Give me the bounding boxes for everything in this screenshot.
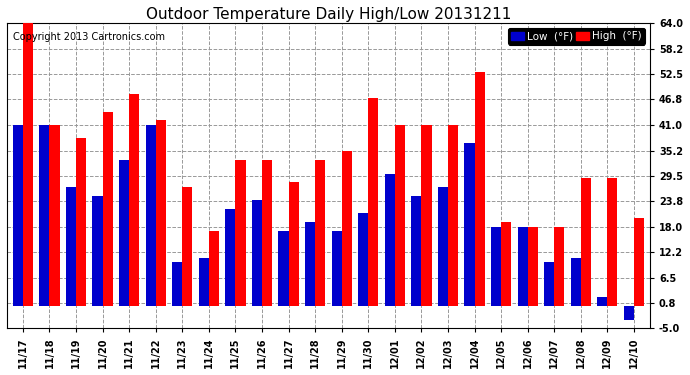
Bar <box>464 142 475 306</box>
Bar <box>501 222 511 306</box>
Bar <box>528 226 538 306</box>
Bar <box>262 160 272 306</box>
Bar <box>315 160 325 306</box>
Bar <box>607 178 618 306</box>
Bar <box>634 218 644 306</box>
Bar <box>368 98 378 306</box>
Title: Outdoor Temperature Daily High/Low 20131211: Outdoor Temperature Daily High/Low 20131… <box>146 7 511 22</box>
Bar <box>438 187 448 306</box>
Bar <box>475 72 484 306</box>
Bar <box>235 160 246 306</box>
Bar <box>554 226 564 306</box>
Bar <box>571 258 581 306</box>
Bar <box>226 209 235 306</box>
Bar <box>76 138 86 306</box>
Bar <box>39 125 50 306</box>
Legend: Low  (°F), High  (°F): Low (°F), High (°F) <box>509 28 644 45</box>
Bar <box>92 196 103 306</box>
Bar <box>598 297 607 306</box>
Bar <box>448 125 458 306</box>
Bar <box>119 160 129 306</box>
Bar <box>50 125 59 306</box>
Bar <box>252 200 262 306</box>
Bar <box>129 94 139 306</box>
Bar <box>422 125 431 306</box>
Bar <box>491 226 501 306</box>
Bar <box>411 196 422 306</box>
Bar <box>23 23 33 306</box>
Bar <box>13 125 23 306</box>
Bar <box>342 152 352 306</box>
Bar <box>172 262 182 306</box>
Bar <box>581 178 591 306</box>
Bar <box>544 262 554 306</box>
Bar <box>358 213 368 306</box>
Bar <box>385 174 395 306</box>
Bar <box>395 125 405 306</box>
Bar <box>279 231 288 306</box>
Bar <box>182 187 193 306</box>
Bar <box>199 258 209 306</box>
Bar <box>156 120 166 306</box>
Bar <box>518 226 528 306</box>
Bar <box>146 125 156 306</box>
Bar <box>103 112 112 306</box>
Bar <box>305 222 315 306</box>
Bar <box>332 231 342 306</box>
Bar <box>624 306 634 320</box>
Bar <box>288 182 299 306</box>
Bar <box>209 231 219 306</box>
Text: Copyright 2013 Cartronics.com: Copyright 2013 Cartronics.com <box>13 32 166 42</box>
Bar <box>66 187 76 306</box>
